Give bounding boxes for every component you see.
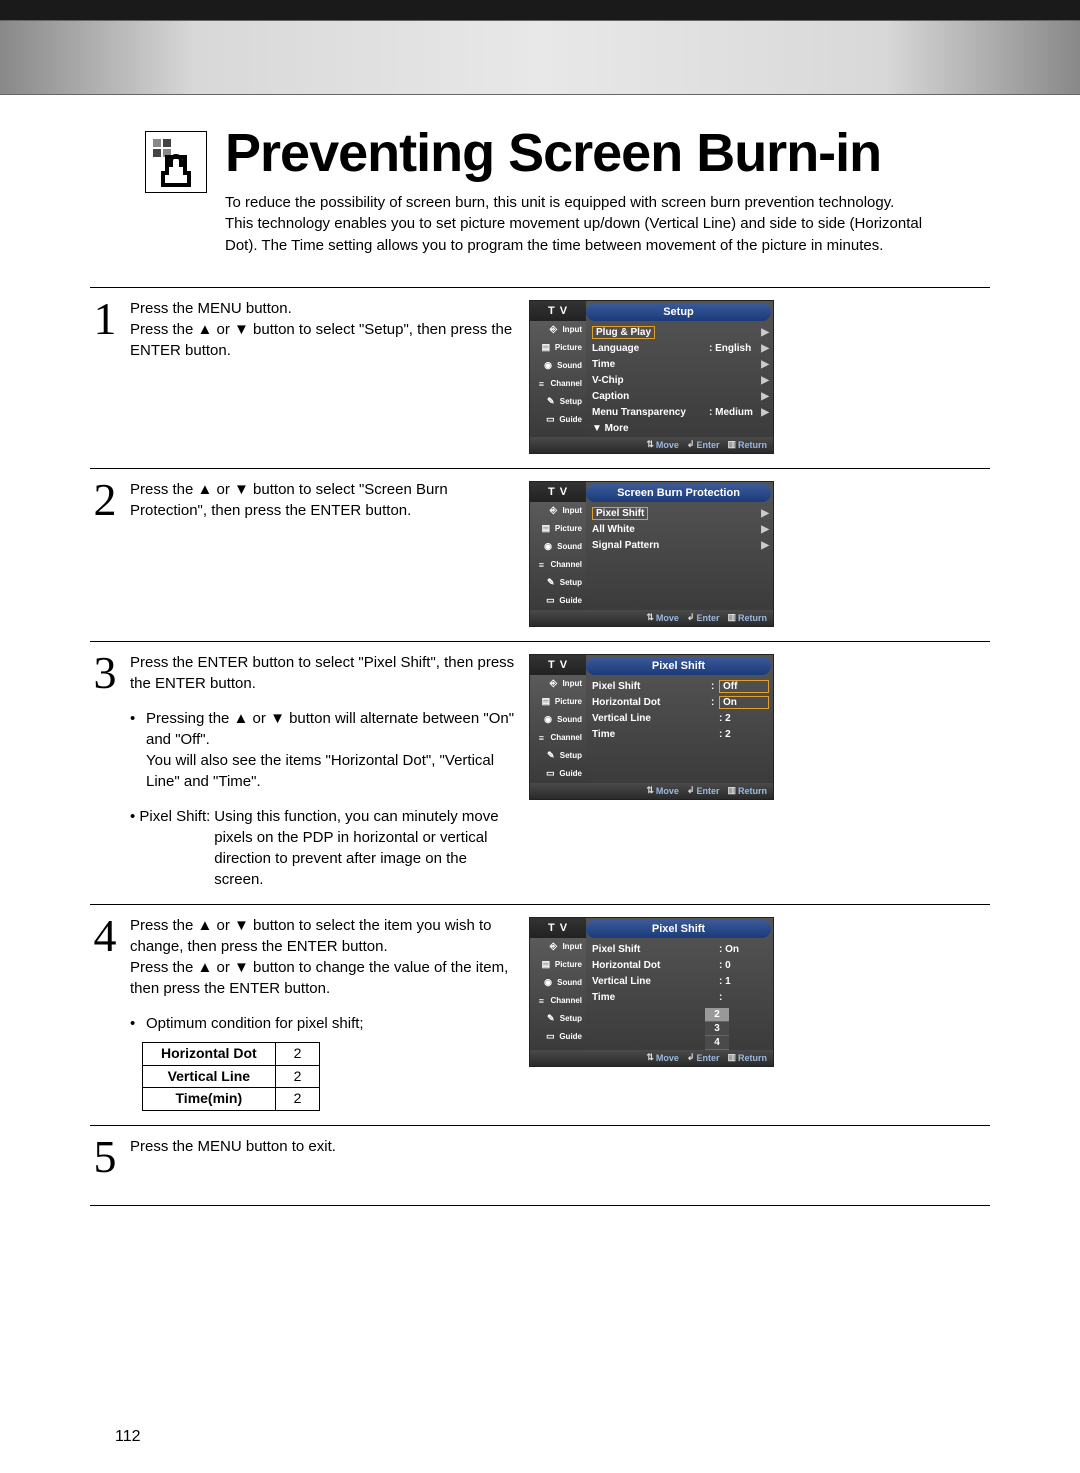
osd-sidebar: ⎆Input ▤Picture ◉Sound ≡Channel ✎Setup ▭…	[530, 321, 586, 437]
step-text: Press the MENU button to exit.	[130, 1136, 515, 1157]
step-4: 4 Press the ▲ or ▼ button to select the …	[90, 904, 990, 1125]
step-number: 5	[90, 1134, 120, 1191]
step-2: 2 Press the ▲ or ▼ button to select "Scr…	[90, 468, 990, 641]
step-number: 3	[90, 650, 120, 890]
intro-paragraph: To reduce the possibility of screen burn…	[225, 192, 925, 257]
step-text: Press the ▲ or ▼ button to select the it…	[130, 915, 515, 957]
osd-title: Screen Burn Protection	[586, 484, 771, 502]
osd-menu-list: Plug & Play▶ Language: English▶ Time▶ V-…	[586, 321, 773, 437]
section-icon	[145, 131, 207, 193]
step-text: Press the ENTER button to select "Pixel …	[130, 652, 515, 694]
def-label: • Pixel Shift:	[130, 806, 210, 890]
step-text: Press the MENU button.	[130, 298, 515, 319]
osd-screenshot-setup: T V Setup ⎆Input ▤Picture ◉Sound ≡Channe…	[529, 300, 774, 454]
osd-dropdown: 2 3 4	[705, 1008, 729, 1050]
step-number: 1	[90, 296, 120, 454]
osd-tv-label: T V	[530, 301, 586, 321]
step-1: 1 Press the MENU button. Press the ▲ or …	[90, 287, 990, 468]
optimum-condition-table: Horizontal Dot2 Vertical Line2 Time(min)…	[142, 1042, 320, 1111]
osd-footer: ⇅Move ↲Enter ▥Return	[530, 437, 773, 453]
page-number: 112	[115, 1428, 141, 1446]
step-text: Press the ▲ or ▼ button to select "Scree…	[130, 479, 515, 521]
step-3: 3 Press the ENTER button to select "Pixe…	[90, 641, 990, 904]
osd-title: Setup	[586, 303, 771, 321]
osd-screenshot-pixelshift-1: T V Pixel Shift ⎆Input ▤Picture ◉Sound ≡…	[529, 654, 774, 890]
step-text: Press the ▲ or ▼ button to select "Setup…	[130, 319, 515, 361]
step-5: 5 Press the MENU button to exit.	[90, 1125, 990, 1205]
step-number: 4	[90, 913, 120, 1111]
osd-screenshot-pixelshift-2: T V Pixel Shift ⎆Input ▤Picture ◉Sound ≡…	[529, 917, 774, 1111]
step-text: Press the ▲ or ▼ button to change the va…	[130, 957, 515, 999]
manual-page: Preventing Screen Burn-in To reduce the …	[0, 95, 1080, 1406]
page-title: Preventing Screen Burn-in	[225, 125, 990, 182]
osd-screenshot-sbp: T V Screen Burn Protection ⎆Input ▤Pictu…	[529, 481, 774, 627]
def-text: Using this function, you can minutely mo…	[214, 806, 515, 890]
osd-title: Pixel Shift	[586, 657, 771, 675]
top-dark-bar	[0, 0, 1080, 20]
osd-title: Pixel Shift	[586, 920, 771, 938]
step-number: 2	[90, 477, 120, 627]
header-gradient-bar	[0, 20, 1080, 95]
